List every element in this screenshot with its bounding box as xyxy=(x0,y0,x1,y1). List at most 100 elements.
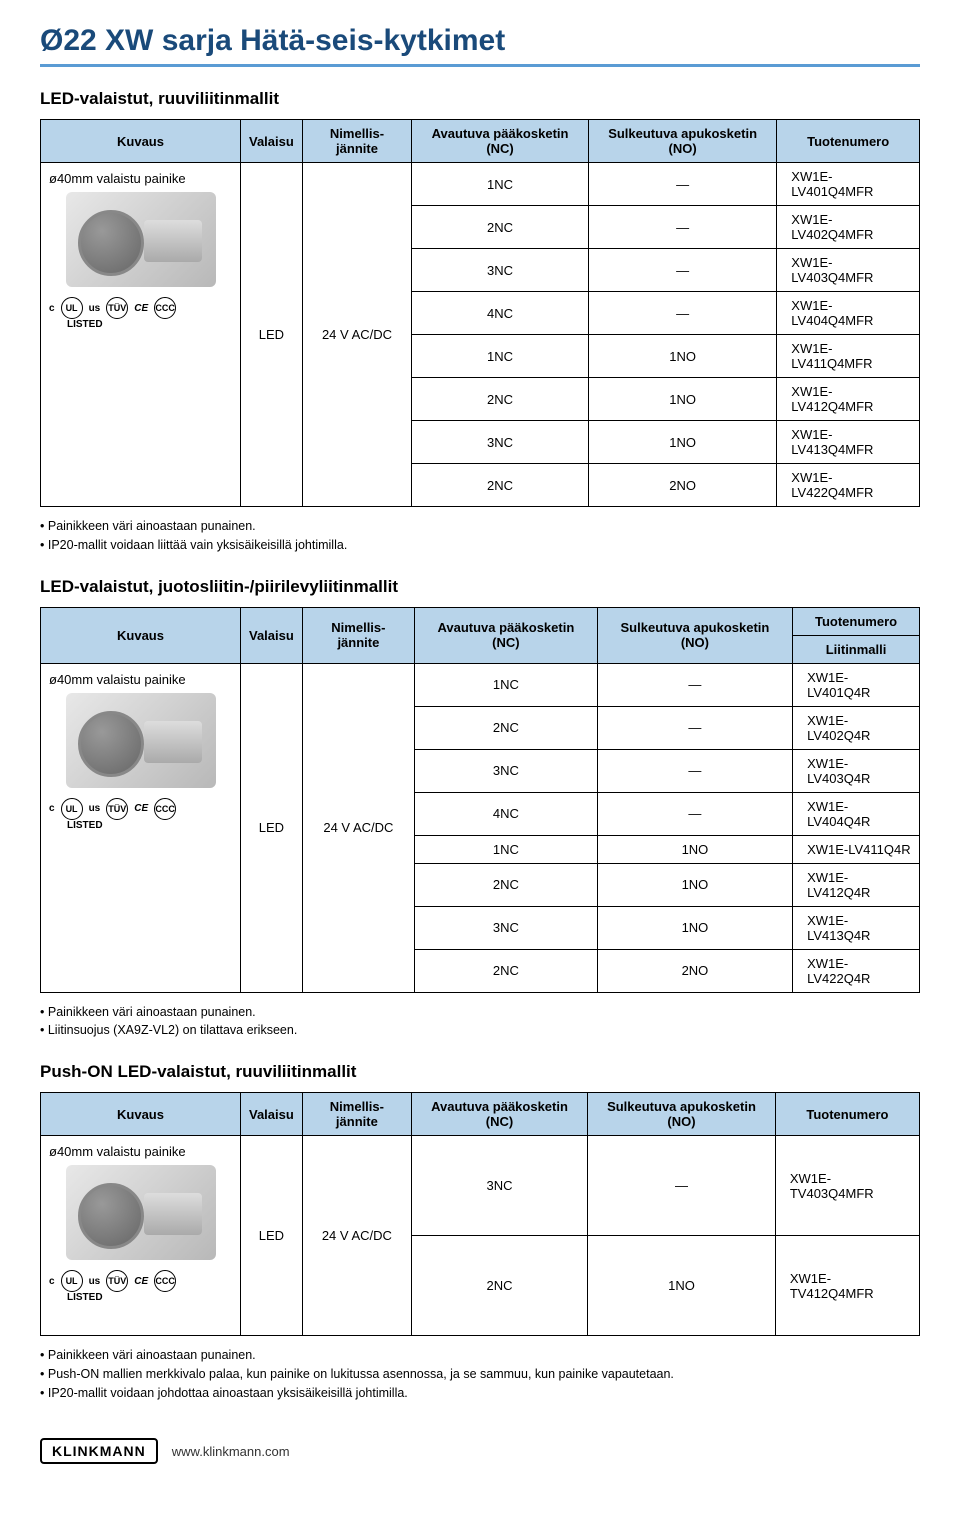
th-liitinmalli: Liitinmalli xyxy=(793,635,920,663)
table-cell: XW1E-LV403Q4R xyxy=(793,749,920,792)
table-cell: XW1E-LV412Q4R xyxy=(793,863,920,906)
cert-listed: LISTED xyxy=(67,1292,232,1303)
th-tuotenumero: Tuotenumero xyxy=(775,1093,919,1136)
table-cell: 2NC xyxy=(412,464,589,507)
table-cell: — xyxy=(588,206,776,249)
th-avautuva: Avautuva pääkosketin (NC) xyxy=(414,607,597,663)
tuv-icon: TÜV xyxy=(106,798,128,820)
cert-row: c UL us TÜV CE CCC xyxy=(49,798,232,820)
th-kuvaus: Kuvaus xyxy=(41,1093,241,1136)
cert-row: c UL us TÜV CE CCC xyxy=(49,1270,232,1292)
table-cell: — xyxy=(597,663,792,706)
table-cell: 1NC xyxy=(412,335,589,378)
table-cell: 4NC xyxy=(412,292,589,335)
table-cell: — xyxy=(597,792,792,835)
cert-ul-us: us xyxy=(89,803,101,814)
th-sulkeu: Sulkeutuva apukosketin (NO) xyxy=(588,1093,776,1136)
title-rule xyxy=(40,64,920,67)
section1-nimellis: 24 V AC/DC xyxy=(302,163,411,507)
table-cell: XW1E-TV412Q4MFR xyxy=(775,1236,919,1336)
note-line: IP20-mallit voidaan johdottaa ainoastaan… xyxy=(40,1384,920,1403)
note-line: Painikkeen väri ainoastaan punainen. xyxy=(40,1346,920,1365)
table-cell: — xyxy=(588,163,776,206)
table-cell: 2NC xyxy=(414,863,597,906)
table-cell: 1NC xyxy=(412,163,589,206)
tuv-icon: TÜV xyxy=(106,1270,128,1292)
table-cell: XW1E-LV402Q4R xyxy=(793,706,920,749)
cert-ul-us: us xyxy=(89,1276,101,1287)
section2-desc-cell: ø40mm valaistu painike c UL us TÜV CE CC… xyxy=(41,663,241,992)
table-cell: XW1E-LV401Q4MFR xyxy=(777,163,920,206)
page-title: Ø22 XW sarja Hätä-seis-kytkimet xyxy=(40,24,920,58)
ce-icon: CE xyxy=(134,1276,148,1287)
section2-desc: ø40mm valaistu painike xyxy=(49,672,232,687)
footer: KLINKMANN www.klinkmann.com xyxy=(40,1438,920,1464)
section3-desc: ø40mm valaistu painike xyxy=(49,1144,232,1159)
footer-logo: KLINKMANN xyxy=(40,1438,158,1464)
table-cell: 3NC xyxy=(412,249,589,292)
table-cell: 1NO xyxy=(588,378,776,421)
table-cell: 2NC xyxy=(414,949,597,992)
th-nimellis: Nimellis-jännite xyxy=(302,607,414,663)
section2-nimellis: 24 V AC/DC xyxy=(302,663,414,992)
table-cell: XW1E-LV412Q4MFR xyxy=(777,378,920,421)
th-valaisu: Valaisu xyxy=(241,607,303,663)
table-cell: 4NC xyxy=(414,792,597,835)
th-tuotenumero: Tuotenumero xyxy=(793,607,920,635)
table-cell: 1NO xyxy=(597,863,792,906)
table-cell: 3NC xyxy=(412,421,589,464)
note-line: Push-ON mallien merkkivalo palaa, kun pa… xyxy=(40,1365,920,1384)
product-image xyxy=(66,693,216,788)
th-sulkeu: Sulkeutuva apukosketin (NO) xyxy=(597,607,792,663)
table-cell: — xyxy=(597,706,792,749)
table-cell: 2NC xyxy=(412,378,589,421)
th-avautuva: Avautuva pääkosketin (NC) xyxy=(412,120,589,163)
table-cell: 1NO xyxy=(588,335,776,378)
table-cell: 3NC xyxy=(411,1136,587,1236)
table-cell: 2NO xyxy=(597,949,792,992)
section1-table: Kuvaus Valaisu Nimellis-jännite Avautuva… xyxy=(40,119,920,507)
ul-icon: UL xyxy=(61,1270,83,1292)
table-cell: — xyxy=(597,749,792,792)
ccc-icon: CCC xyxy=(154,798,176,820)
table-cell: XW1E-LV411Q4MFR xyxy=(777,335,920,378)
table-cell: 2NO xyxy=(588,464,776,507)
table-cell: 1NO xyxy=(588,1236,776,1336)
section3-table: Kuvaus Valaisu Nimellis-jännite Avautuva… xyxy=(40,1092,920,1336)
cert-listed: LISTED xyxy=(67,319,232,330)
ul-icon: UL xyxy=(61,297,83,319)
section1-notes: Painikkeen väri ainoastaan punainen. IP2… xyxy=(40,517,920,555)
table-cell: XW1E-LV401Q4R xyxy=(793,663,920,706)
note-line: Painikkeen väri ainoastaan punainen. xyxy=(40,1003,920,1022)
footer-url: www.klinkmann.com xyxy=(172,1444,290,1459)
th-avautuva: Avautuva pääkosketin (NC) xyxy=(411,1093,587,1136)
ccc-icon: CCC xyxy=(154,297,176,319)
section2-table: Kuvaus Valaisu Nimellis-jännite Avautuva… xyxy=(40,607,920,993)
table-cell: XW1E-LV422Q4MFR xyxy=(777,464,920,507)
section3-notes: Painikkeen väri ainoastaan punainen. Pus… xyxy=(40,1346,920,1402)
th-valaisu: Valaisu xyxy=(241,1093,303,1136)
table-cell: 1NO xyxy=(597,835,792,863)
section3-valaisu: LED xyxy=(241,1136,303,1336)
cert-ul-c: c xyxy=(49,803,55,814)
th-kuvaus: Kuvaus xyxy=(41,120,241,163)
table-cell: XW1E-LV404Q4MFR xyxy=(777,292,920,335)
table-cell: — xyxy=(588,249,776,292)
table-cell: 1NO xyxy=(597,906,792,949)
product-image xyxy=(66,192,216,287)
table-cell: XW1E-LV422Q4R xyxy=(793,949,920,992)
ce-icon: CE xyxy=(134,803,148,814)
table-cell: XW1E-LV411Q4R xyxy=(793,835,920,863)
cert-ul-us: us xyxy=(89,303,101,314)
th-nimellis: Nimellis-jännite xyxy=(302,120,411,163)
table-cell: — xyxy=(588,292,776,335)
cert-row: c UL us TÜV CE CCC xyxy=(49,297,232,319)
th-tuotenumero: Tuotenumero xyxy=(777,120,920,163)
table-cell: XW1E-LV402Q4MFR xyxy=(777,206,920,249)
section3-desc-cell: ø40mm valaistu painike c UL us TÜV CE CC… xyxy=(41,1136,241,1336)
table-cell: XW1E-LV413Q4MFR xyxy=(777,421,920,464)
product-image xyxy=(66,1165,216,1260)
section1-desc-cell: ø40mm valaistu painike c UL us TÜV CE CC… xyxy=(41,163,241,507)
table-cell: XW1E-TV403Q4MFR xyxy=(775,1136,919,1236)
table-cell: 1NC xyxy=(414,663,597,706)
